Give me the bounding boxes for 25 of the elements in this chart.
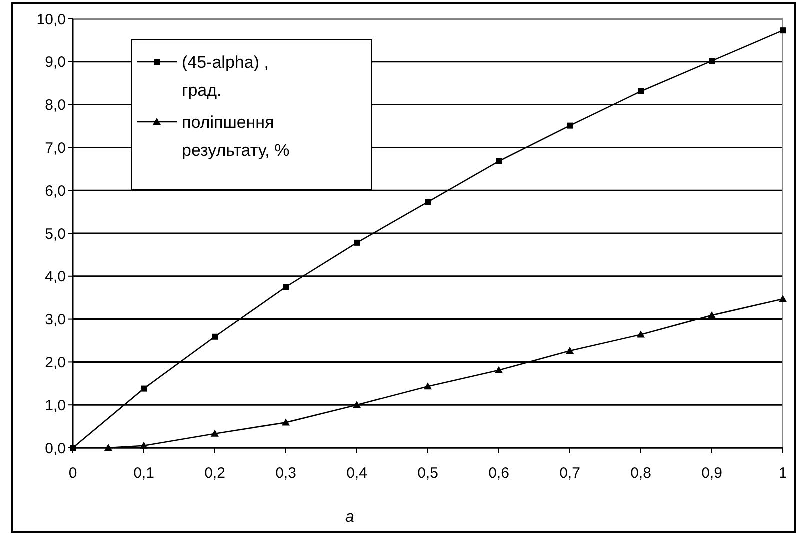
x-tick-label: 0,4 xyxy=(346,465,368,482)
y-tick-label: 4,0 xyxy=(45,268,66,286)
y-tick-label: 8,0 xyxy=(45,97,66,114)
legend-label: (45-alpha) , град. xyxy=(182,52,269,100)
x-tick-label: 1 xyxy=(778,465,788,482)
x-tick-label: 0,2 xyxy=(204,465,226,482)
y-tick-label: 5,0 xyxy=(45,226,66,243)
y-tick-label: 9,0 xyxy=(45,54,66,72)
y-tick-label: 7,0 xyxy=(45,140,66,157)
x-tick-label: 0,8 xyxy=(630,465,652,482)
x-tick-label: 0,6 xyxy=(488,465,510,482)
x-axis-title: a xyxy=(346,509,355,526)
x-tick-label: 0,9 xyxy=(702,465,722,482)
y-tick-label: 2,0 xyxy=(45,354,66,372)
x-tick-label: 0,7 xyxy=(560,465,580,482)
y-tick-label: 1,0 xyxy=(45,397,66,414)
y-tick-label: 3,0 xyxy=(45,312,66,329)
x-tick-label: 0 xyxy=(68,465,78,482)
legend-label: поліпшення результату, % xyxy=(182,112,290,160)
y-tick-label: 6,0 xyxy=(45,182,66,200)
x-tick-label: 0,3 xyxy=(276,465,296,482)
y-tick-label: 0,0 xyxy=(45,440,66,458)
y-tick-label: 10,0 xyxy=(36,11,66,28)
x-tick-label: 0,1 xyxy=(134,465,154,482)
x-tick-label: 0,5 xyxy=(418,465,438,482)
